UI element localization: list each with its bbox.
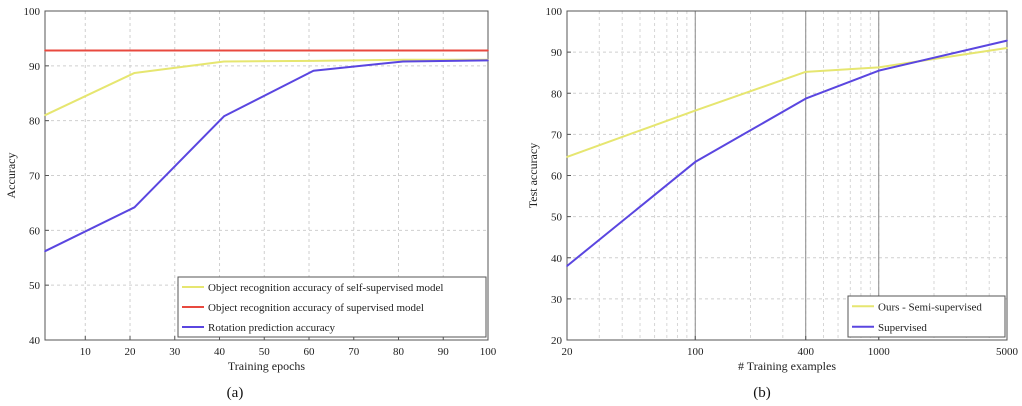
data-point	[566, 156, 568, 158]
x-tick-label: 5000	[996, 346, 1019, 358]
data-point	[44, 250, 46, 252]
data-point	[223, 60, 225, 63]
data-point	[223, 49, 225, 52]
data-point	[487, 59, 489, 62]
series-line-1	[566, 39, 1008, 267]
y-tick-label: 30	[551, 294, 563, 306]
legend-label: Supervised	[878, 322, 927, 334]
data-point	[487, 49, 489, 52]
x-tick-label: 70	[348, 346, 360, 358]
data-point	[133, 72, 136, 74]
x-tick-label: 400	[797, 346, 814, 358]
x-tick-label: 80	[393, 346, 405, 358]
series-line-0	[44, 58, 488, 117]
data-point	[44, 49, 46, 52]
legend-label: Ours - Semi-supervised	[878, 301, 982, 313]
y-tick-label: 70	[29, 171, 41, 183]
data-point	[44, 114, 46, 116]
data-point	[402, 59, 404, 61]
x-tick-label: 20	[125, 346, 137, 358]
y-tick-label: 60	[551, 171, 563, 183]
x-tick-label: 10	[80, 346, 92, 358]
y-tick-label: 50	[551, 212, 563, 224]
y-tick-label: 100	[24, 6, 41, 18]
y-tick-label: 40	[29, 335, 41, 347]
x-tick-label: 100	[480, 346, 497, 358]
y-tick-label: 50	[29, 280, 41, 292]
data-point	[804, 71, 807, 73]
x-tick-label: 40	[214, 346, 226, 358]
data-point	[694, 161, 697, 163]
data-point	[223, 115, 225, 118]
y-axis-label: Accuracy	[4, 153, 18, 199]
data-point	[877, 66, 880, 69]
y-tick-label: 40	[551, 253, 563, 265]
x-tick-label: 90	[438, 346, 450, 358]
chart-panel-0: 40 50 60 70 80 90 100 10 20 30 40 50 60 70 80 90 100 Trai…	[4, 6, 497, 401]
legend-label: Object recognition accuracy of self-supe…	[208, 282, 444, 294]
panel-caption: (a)	[227, 385, 244, 401]
y-tick-label: 100	[546, 6, 563, 18]
y-tick-label: 80	[551, 88, 563, 100]
data-point	[1006, 39, 1008, 42]
y-axis-label: Test accuracy	[526, 143, 540, 208]
data-point	[312, 60, 315, 62]
y-tick-label: 20	[551, 335, 563, 347]
y-tick-label: 90	[551, 47, 563, 59]
x-tick-label: 1000	[868, 346, 891, 358]
y-tick-label: 80	[29, 116, 41, 128]
x-axis-label: Training epochs	[228, 359, 306, 373]
data-point	[402, 49, 404, 52]
data-point	[694, 109, 697, 112]
legend-label: Rotation prediction accuracy	[208, 322, 336, 334]
x-tick-label: 60	[304, 346, 316, 358]
legend-label: Object recognition accuracy of supervise…	[208, 302, 424, 314]
x-tick-label: 30	[169, 346, 181, 358]
data-point	[566, 265, 568, 267]
legend-box	[177, 276, 487, 338]
y-tick-label: 70	[551, 129, 563, 141]
x-tick-label: 50	[259, 346, 271, 358]
data-point	[804, 97, 807, 100]
x-axis-label: # Training examples	[738, 359, 836, 373]
data-point	[1006, 47, 1008, 49]
series-line-0	[566, 47, 1008, 158]
data-point	[402, 60, 404, 63]
data-point	[133, 206, 136, 209]
data-point	[312, 69, 315, 72]
series-line-2	[44, 59, 489, 253]
data-point	[133, 49, 136, 52]
data-point	[877, 69, 880, 72]
y-tick-label: 60	[29, 225, 41, 237]
x-tick-label: 100	[687, 346, 704, 358]
data-point	[312, 49, 315, 52]
x-tick-label: 20	[562, 346, 574, 358]
legend-box	[847, 295, 1006, 338]
panel-caption: (b)	[753, 385, 771, 401]
chart-panel-1: 20 30 40 50 60 70 80 90 100 20 100 400 1000 5000 # Tra…	[526, 6, 1019, 401]
y-tick-label: 90	[29, 61, 41, 73]
